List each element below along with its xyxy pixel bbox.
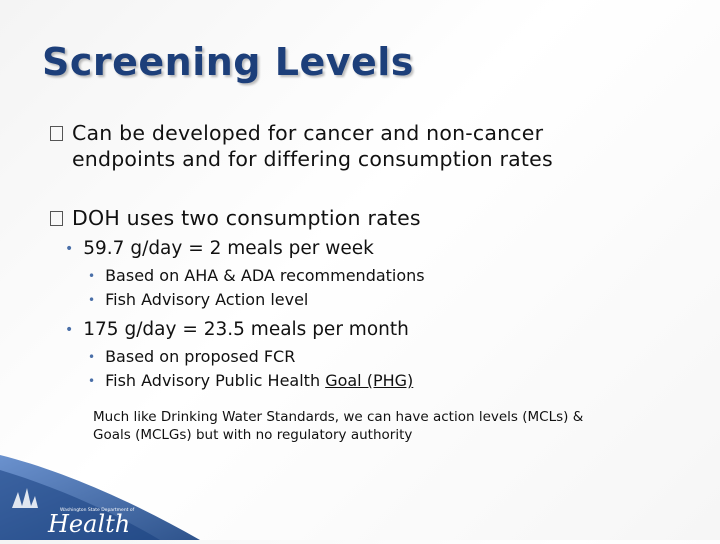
bullet-block-2: DOH uses two consumption rates • 59.7 g/… (50, 205, 680, 393)
dot-bullet-icon: • (88, 264, 95, 288)
bullet-line: Can be developed for cancer and non-canc… (72, 120, 553, 146)
text-part: Fish Advisory Public Health (105, 371, 325, 390)
dot-bullet-icon: • (65, 237, 73, 261)
bullet-level1: Can be developed for cancer and non-canc… (50, 120, 680, 172)
sub-sub-bullet-text: Fish Advisory Public Health Goal (PHG) (105, 369, 413, 393)
sub-sub-bullet-text: Fish Advisory Action level (105, 288, 308, 312)
slide-title: Screening Levels (42, 40, 414, 84)
sub-sub-bullet-text: Based on AHA & ADA recommendations (105, 264, 425, 288)
bullet-text: DOH uses two consumption rates (72, 205, 421, 231)
dot-bullet-icon: • (88, 369, 95, 393)
logo-word: Health (47, 510, 130, 538)
sub-bullet: • 59.7 g/day = 2 meals per week (65, 237, 680, 261)
sub-sub-bullet: • Based on proposed FCR (88, 345, 680, 369)
checkbox-bullet-icon (50, 126, 63, 141)
bullet-level1: DOH uses two consumption rates (50, 205, 680, 231)
bullet-line: endpoints and for differing consumption … (72, 146, 553, 172)
sub-sub-bullet-text: Based on proposed FCR (105, 345, 295, 369)
sub-sub-bullet: • Based on AHA & ADA recommendations (88, 264, 680, 288)
dot-bullet-icon: • (88, 345, 95, 369)
sub-bullet-text: 59.7 g/day = 2 meals per week (83, 237, 374, 261)
sub-bullet: • 175 g/day = 23.5 meals per month (65, 318, 680, 342)
sub-sub-bullet: • Fish Advisory Public Health Goal (PHG) (88, 369, 680, 393)
checkbox-bullet-icon (50, 211, 63, 226)
dot-bullet-icon: • (88, 288, 95, 312)
underlined-text: Goal (PHG) (325, 371, 413, 390)
sub-sub-bullet: • Fish Advisory Action level (88, 288, 680, 312)
doh-logo: Washington State Department of Health (0, 430, 200, 540)
bullet-text: Can be developed for cancer and non-canc… (72, 120, 553, 172)
footnote-line: Much like Drinking Water Standards, we c… (93, 408, 663, 426)
dot-bullet-icon: • (65, 318, 73, 342)
sub-bullet-text: 175 g/day = 23.5 meals per month (83, 318, 409, 342)
bullet-block-1: Can be developed for cancer and non-canc… (50, 120, 680, 172)
logo-graphic: Washington State Department of Health (0, 430, 200, 540)
